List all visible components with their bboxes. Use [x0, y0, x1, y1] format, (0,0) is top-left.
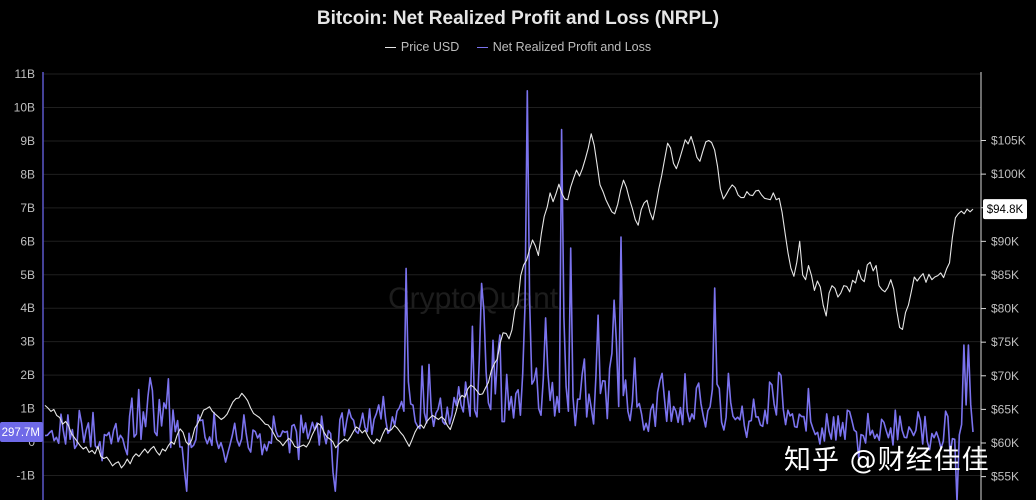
- price-badge-text: $94.8K: [987, 204, 1024, 216]
- left-axis-tick-label: 4B: [20, 301, 35, 315]
- price-badge-box: [983, 199, 1027, 220]
- current-nrpl-badge: 297.7M: [0, 422, 43, 443]
- legend-label-price: Price USD: [400, 40, 460, 54]
- legend-item-price[interactable]: Price USD: [384, 40, 460, 54]
- chart-legend: Price USD Net Realized Profit and Loss: [0, 40, 1036, 54]
- nrpl-badge-text: 297.7M: [2, 427, 40, 439]
- left-axis-tick-label: 7B: [20, 201, 35, 215]
- legend-item-nrpl[interactable]: Net Realized Profit and Loss: [476, 40, 652, 54]
- left-axis-tick-label: 2B: [20, 368, 35, 382]
- legend-swatch-price: [384, 46, 396, 49]
- left-axis-tick-label: 5B: [20, 268, 35, 282]
- right-axis-tick-label: $105K: [991, 134, 1026, 148]
- left-axis-tick-label: 6B: [20, 234, 35, 248]
- left-axis-tick-label: 11B: [15, 67, 35, 81]
- left-axis-tick-label: -1B: [16, 468, 35, 482]
- zhihu-watermark: 知乎 @财经佳佳: [784, 445, 990, 476]
- right-axis-tick-label: $65K: [991, 402, 1019, 416]
- right-axis-tick-label: $90K: [991, 234, 1019, 248]
- legend-label-nrpl: Net Realized Profit and Loss: [492, 40, 652, 54]
- right-axis-tick-label: $100K: [991, 167, 1026, 181]
- right-axis-tick-label: $60K: [991, 436, 1019, 450]
- legend-swatch-nrpl: [476, 46, 488, 49]
- right-axis-tick-label: $85K: [991, 268, 1019, 282]
- left-axis-tick-label: 9B: [20, 134, 35, 148]
- right-axis: $105K$100K$95K$90K$85K$80K$75K$70K$65K$6…: [981, 134, 1026, 484]
- right-axis-tick-label: $70K: [991, 369, 1019, 383]
- left-axis-tick-label: 8B: [20, 167, 35, 181]
- left-axis-tick-label: 3B: [20, 335, 35, 349]
- nrpl-badge-box: [0, 422, 43, 443]
- chart-title: Bitcoin: Net Realized Profit and Loss (N…: [316, 8, 720, 29]
- current-price-badge: $94.8K: [983, 199, 1027, 220]
- grid-lines: [43, 73, 981, 476]
- left-axis: 11B10B9B8B7B6B5B4B3B2B1B0-1B: [14, 67, 36, 482]
- series-line-price: [44, 133, 974, 469]
- right-axis-tick-label: $75K: [991, 335, 1019, 349]
- right-axis-tick-label: $55K: [991, 470, 1019, 484]
- left-axis-tick-label: 1B: [20, 402, 35, 416]
- left-axis-tick-label: 10B: [14, 101, 35, 115]
- right-axis-tick-label: $80K: [991, 302, 1019, 316]
